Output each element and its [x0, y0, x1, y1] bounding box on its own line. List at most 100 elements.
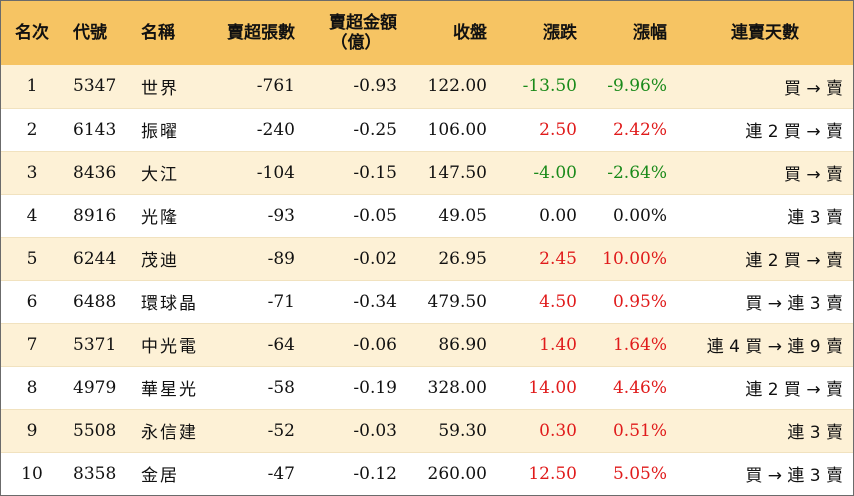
row-rank: 1	[1, 65, 63, 109]
row-net-amount: -0.03	[305, 409, 407, 453]
table-row[interactable]: 6 6488 環球晶 -71 -0.34 479.50 4.50 0.95% 買 → 連 3 賣	[1, 280, 853, 324]
row-net-shares: -240	[209, 108, 305, 152]
row-streak: 連 4 買 → 連 9 賣	[677, 323, 853, 367]
row-close: 49.05	[407, 194, 497, 238]
row-close: 59.30	[407, 409, 497, 453]
row-change: 0.30	[497, 409, 587, 453]
row-code: 8916	[63, 194, 131, 238]
row-code: 6143	[63, 108, 131, 152]
row-change: 2.50	[497, 108, 587, 152]
header-streak[interactable]: 連賣天數	[731, 23, 799, 43]
row-streak: 買 → 連 3 賣	[677, 452, 853, 495]
row-rank: 10	[1, 452, 63, 495]
row-streak: 連 2 買 → 賣	[677, 108, 853, 152]
header-close[interactable]: 收盤	[453, 23, 487, 43]
row-net-amount: -0.02	[305, 237, 407, 281]
row-net-amount: -0.15	[305, 151, 407, 195]
row-rank: 5	[1, 237, 63, 281]
row-net-shares: -761	[209, 65, 305, 109]
row-net-amount: -0.34	[305, 280, 407, 324]
header-rank[interactable]: 名次	[15, 23, 49, 43]
row-close: 147.50	[407, 151, 497, 195]
row-close: 479.50	[407, 280, 497, 324]
table-header: 名次 代號 名稱 賣超張數 賣超金額 （億） 收盤 漲跌 漲幅 連賣天數	[1, 1, 853, 65]
row-streak: 連 2 買 → 賣	[677, 237, 853, 281]
table-row[interactable]: 10 8358 金居 -47 -0.12 260.00 12.50 5.05% 買 → 連 3 …	[1, 452, 853, 495]
header-net-amount-label: 賣超金額	[329, 13, 397, 33]
row-pct: 1.64%	[587, 323, 677, 367]
row-rank: 3	[1, 151, 63, 195]
row-rank: 6	[1, 280, 63, 324]
row-rank: 7	[1, 323, 63, 367]
table-row[interactable]: 4 8916 光隆 -93 -0.05 49.05 0.00 0.00% 連 3 賣	[1, 194, 853, 238]
row-pct: 0.00%	[587, 194, 677, 238]
row-pct: 2.42%	[587, 108, 677, 152]
row-name: 永信建	[131, 409, 209, 453]
row-streak: 買 → 賣	[677, 65, 853, 109]
row-change: -13.50	[497, 65, 587, 109]
row-rank: 8	[1, 366, 63, 410]
row-name: 中光電	[131, 323, 209, 367]
row-name: 環球晶	[131, 280, 209, 324]
row-net-shares: -64	[209, 323, 305, 367]
row-pct: 0.95%	[587, 280, 677, 324]
table-row[interactable]: 5 6244 茂迪 -89 -0.02 26.95 2.45 10.00% 連 2 買 → 賣	[1, 237, 853, 281]
row-change: 2.45	[497, 237, 587, 281]
table-row[interactable]: 9 5508 永信建 -52 -0.03 59.30 0.30 0.51% 連 3 賣	[1, 409, 853, 453]
row-rank: 4	[1, 194, 63, 238]
row-pct: -9.96%	[587, 65, 677, 109]
row-streak: 連 2 買 → 賣	[677, 366, 853, 410]
row-code: 5371	[63, 323, 131, 367]
row-change: 4.50	[497, 280, 587, 324]
row-close: 328.00	[407, 366, 497, 410]
row-name: 振曜	[131, 108, 209, 152]
row-net-shares: -104	[209, 151, 305, 195]
row-streak: 連 3 賣	[677, 409, 853, 453]
row-change: 12.50	[497, 452, 587, 495]
row-code: 6244	[63, 237, 131, 281]
header-row: 名次 代號 名稱 賣超張數 賣超金額 （億） 收盤 漲跌 漲幅 連賣天數	[1, 1, 853, 65]
row-net-amount: -0.06	[305, 323, 407, 367]
row-rank: 9	[1, 409, 63, 453]
header-name[interactable]: 名稱	[141, 23, 175, 43]
row-close: 106.00	[407, 108, 497, 152]
row-net-amount: -0.25	[305, 108, 407, 152]
row-streak: 買 → 連 3 賣	[677, 280, 853, 324]
header-code[interactable]: 代號	[73, 23, 107, 43]
header-change[interactable]: 漲跌	[543, 23, 577, 43]
row-code: 6488	[63, 280, 131, 324]
row-code: 4979	[63, 366, 131, 410]
row-code: 5508	[63, 409, 131, 453]
row-name: 金居	[131, 452, 209, 495]
row-close: 86.90	[407, 323, 497, 367]
header-net-amount[interactable]: 賣超金額 （億）	[305, 1, 407, 65]
row-change: 0.00	[497, 194, 587, 238]
table-row[interactable]: 3 8436 大江 -104 -0.15 147.50 -4.00 -2.64% 買 → 賣	[1, 151, 853, 195]
row-code: 8436	[63, 151, 131, 195]
row-code: 5347	[63, 65, 131, 109]
row-net-shares: -58	[209, 366, 305, 410]
table-row[interactable]: 8 4979 華星光 -58 -0.19 328.00 14.00 4.46% 連 2 買 → …	[1, 366, 853, 410]
row-name: 華星光	[131, 366, 209, 410]
row-net-shares: -71	[209, 280, 305, 324]
row-pct: -2.64%	[587, 151, 677, 195]
table-row[interactable]: 1 5347 世界 -761 -0.93 122.00 -13.50 -9.96% 買 → 賣	[1, 65, 853, 109]
row-net-amount: -0.05	[305, 194, 407, 238]
table-row[interactable]: 7 5371 中光電 -64 -0.06 86.90 1.40 1.64% 連 4 買 → 連 …	[1, 323, 853, 367]
row-pct: 10.00%	[587, 237, 677, 281]
header-net-amount-unit: （億）	[330, 33, 382, 53]
table-row[interactable]: 2 6143 振曜 -240 -0.25 106.00 2.50 2.42% 連 2 買 → 賣	[1, 108, 853, 152]
row-change: 14.00	[497, 366, 587, 410]
row-name: 世界	[131, 65, 209, 109]
row-pct: 4.46%	[587, 366, 677, 410]
row-streak: 連 3 賣	[677, 194, 853, 238]
row-name: 光隆	[131, 194, 209, 238]
header-pct[interactable]: 漲幅	[633, 23, 667, 43]
row-net-shares: -89	[209, 237, 305, 281]
row-net-amount: -0.12	[305, 452, 407, 495]
header-net-shares[interactable]: 賣超張數	[227, 23, 295, 43]
row-pct: 5.05%	[587, 452, 677, 495]
row-code: 8358	[63, 452, 131, 495]
